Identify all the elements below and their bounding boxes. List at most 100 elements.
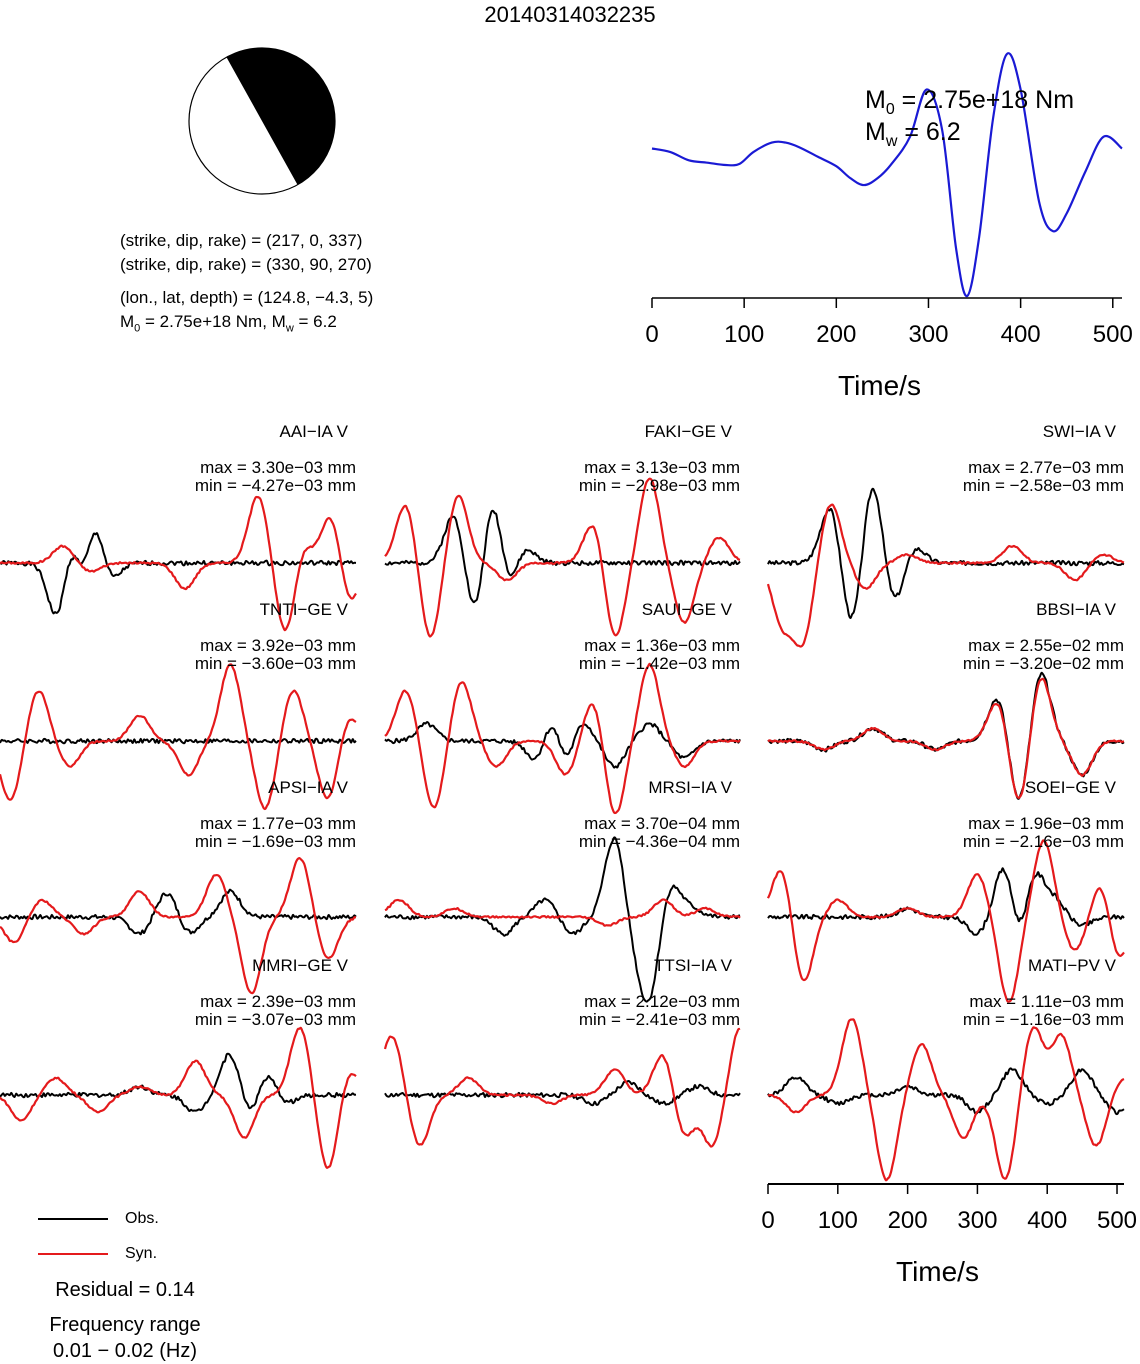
syn-trace xyxy=(766,503,1125,648)
station-panel xyxy=(766,839,1125,1003)
waveform-panels xyxy=(0,477,1125,1182)
syn-trace xyxy=(384,477,741,638)
obs-trace xyxy=(384,836,741,1003)
syn-trace xyxy=(0,1026,357,1169)
min-amplitude: min = −3.07e−03 mm xyxy=(194,1010,356,1029)
freq-range-title: Frequency range xyxy=(49,1314,201,1336)
stf-m0-label: M0 = 2.75e+18 Nm xyxy=(865,86,1075,118)
min-amplitude: min = −1.69e−03 mm xyxy=(194,832,356,851)
station-panel xyxy=(383,1027,741,1148)
station-panel xyxy=(767,671,1125,800)
min-amplitude: min = −4.36e−04 mm xyxy=(578,832,740,851)
station-panel xyxy=(0,495,357,632)
max-amplitude: max = 3.13e−03 mm xyxy=(584,458,740,477)
stf-tick-label: 100 xyxy=(724,321,764,348)
syn-trace xyxy=(0,663,357,811)
legend xyxy=(38,1218,108,1255)
location-text: (lon., lat, depth) = (124.8, −4.3, 5) xyxy=(120,288,374,307)
wave-tick-label: 400 xyxy=(1027,1207,1067,1234)
obs-trace xyxy=(0,1052,357,1113)
min-amplitude: min = −2.98e−03 mm xyxy=(578,476,740,495)
focal-plane-1: (strike, dip, rake) = (217, 0, 337) xyxy=(120,231,363,250)
stf-tick-label: 200 xyxy=(816,321,856,348)
syn-trace xyxy=(767,1018,1125,1182)
obs-trace xyxy=(0,888,357,936)
stf-time-axis: 0 100 200 300 400 500 xyxy=(645,297,1133,348)
max-amplitude: max = 3.92e−03 mm xyxy=(200,636,356,655)
obs-trace xyxy=(384,721,741,769)
min-amplitude: min = −4.27e−03 mm xyxy=(194,476,356,495)
station-panel xyxy=(0,1026,357,1169)
freq-range-value: 0.01 − 0.02 (Hz) xyxy=(53,1340,197,1362)
syn-trace xyxy=(767,677,1125,799)
stf-tick-label: 500 xyxy=(1093,321,1133,348)
page-title: 20140314032235 xyxy=(484,2,656,27)
max-amplitude: max = 1.77e−03 mm xyxy=(200,814,356,833)
max-amplitude: max = 2.77e−03 mm xyxy=(968,458,1124,477)
stf-mw-label: Mw = 6.2 xyxy=(865,118,961,150)
min-amplitude: min = −2.16e−03 mm xyxy=(962,832,1124,851)
beachball xyxy=(188,47,336,195)
focal-plane-2: (strike, dip, rake) = (330, 90, 270) xyxy=(120,255,372,274)
obs-trace xyxy=(0,737,357,745)
station-panel xyxy=(0,663,357,811)
syn-trace xyxy=(766,839,1125,1003)
stf-tick-label: 0 xyxy=(645,321,658,348)
station-label: BBSI−IA V xyxy=(1036,600,1116,619)
station-label: FAKI−GE V xyxy=(644,422,732,441)
station-panel xyxy=(767,1018,1125,1182)
station-label: MMRI−GE V xyxy=(252,956,348,975)
syn-trace xyxy=(0,857,357,995)
max-amplitude: max = 1.96e−03 mm xyxy=(968,814,1124,833)
stf-plot xyxy=(651,52,1123,298)
station-label: MATI−PV V xyxy=(1027,956,1116,975)
min-amplitude: min = −3.60e−03 mm xyxy=(194,654,356,673)
station-panel xyxy=(0,857,357,995)
wave-tick-label: 300 xyxy=(957,1207,997,1234)
station-label: TNTI−GE V xyxy=(259,600,348,619)
stf-xlabel: Time/s xyxy=(838,370,921,401)
wave-tick-label: 500 xyxy=(1097,1207,1137,1234)
moment-text: M0 = 2.75e+18 Nm, Mw = 6.2 xyxy=(120,312,337,335)
station-panel xyxy=(384,662,741,815)
station-label: TTSI−IA V xyxy=(654,956,732,975)
max-amplitude: max = 2.12e−03 mm xyxy=(584,992,740,1011)
legend-obs-label: Obs. xyxy=(125,1210,159,1227)
residual-text: Residual = 0.14 xyxy=(55,1279,195,1301)
min-amplitude: min = −1.16e−03 mm xyxy=(962,1010,1124,1029)
max-amplitude: max = 3.70e−04 mm xyxy=(584,814,740,833)
min-amplitude: min = −3.20e−02 mm xyxy=(962,654,1124,673)
station-label: MRSI−IA V xyxy=(648,778,732,797)
min-amplitude: min = −2.58e−03 mm xyxy=(962,476,1124,495)
wave-tick-label: 0 xyxy=(761,1207,774,1234)
max-amplitude: max = 1.36e−03 mm xyxy=(584,636,740,655)
station-label: APSI−IA V xyxy=(268,778,348,797)
obs-trace xyxy=(384,1079,741,1107)
wave-xlabel: Time/s xyxy=(896,1256,979,1287)
max-amplitude: max = 2.39e−03 mm xyxy=(200,992,356,1011)
min-amplitude: min = −2.41e−03 mm xyxy=(578,1010,740,1029)
station-label: AAI−IA V xyxy=(279,422,348,441)
station-panel xyxy=(384,836,741,1003)
min-amplitude: min = −1.42e−03 mm xyxy=(578,654,740,673)
station-panel xyxy=(384,477,741,638)
obs-trace xyxy=(767,1067,1125,1116)
stf-tick-label: 400 xyxy=(1001,321,1041,348)
station-panel xyxy=(766,487,1125,648)
obs-trace xyxy=(384,509,741,604)
stf-tick-label: 300 xyxy=(908,321,948,348)
station-label: SWI−IA V xyxy=(1042,422,1116,441)
station-label: SAUI−GE V xyxy=(641,600,732,619)
stf-line xyxy=(651,52,1123,298)
wave-tick-label: 100 xyxy=(818,1207,858,1234)
obs-trace xyxy=(0,532,357,615)
syn-trace xyxy=(384,662,741,815)
syn-trace xyxy=(384,898,741,927)
syn-trace xyxy=(0,495,357,632)
max-amplitude: max = 2.55e−02 mm xyxy=(968,636,1124,655)
max-amplitude: max = 1.11e−03 mm xyxy=(969,992,1124,1011)
station-label: SOEI−GE V xyxy=(1024,778,1116,797)
wave-tick-label: 200 xyxy=(888,1207,928,1234)
syn-trace xyxy=(383,1027,741,1148)
